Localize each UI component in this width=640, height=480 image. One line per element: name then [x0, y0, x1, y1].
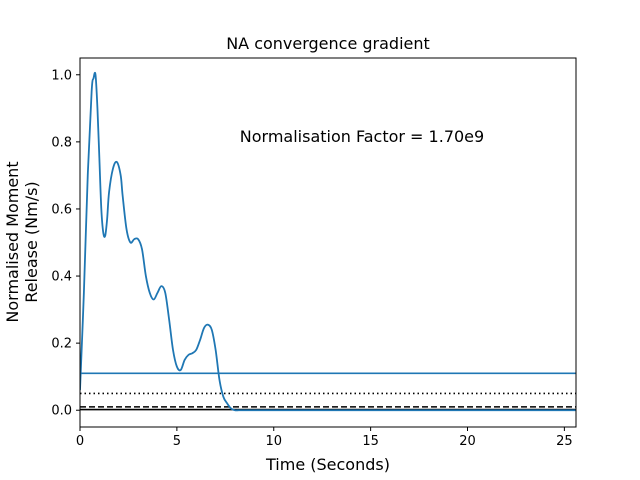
x-tick-label: 5: [173, 434, 181, 449]
y-axis-label-line-1: Normalised Moment: [3, 161, 22, 322]
chart-title: NA convergence gradient: [226, 34, 430, 53]
plot-area: [79, 57, 577, 428]
y-tick-label: 0.4: [51, 270, 72, 285]
x-tick-label: 10: [265, 434, 282, 449]
y-axis-ticks: 0.0 0.2 0.4 0.6 0.8 1.0: [51, 68, 80, 419]
plot-frame: [79, 57, 577, 428]
x-tick-label: 20: [459, 434, 476, 449]
normalisation-annotation: Normalisation Factor = 1.70e9: [240, 127, 484, 146]
series-layer: [80, 71, 576, 412]
series-line-0: [80, 71, 576, 412]
x-tick-label: 25: [556, 434, 573, 449]
y-tick-label: 0.8: [51, 135, 72, 150]
y-tick-label: 0.0: [51, 404, 72, 419]
y-tick-label: 1.0: [51, 68, 72, 83]
x-tick-label: 15: [362, 434, 379, 449]
y-axis-label-line-2: Release (Nm/s): [22, 181, 41, 302]
x-axis-label: Time (Seconds): [265, 455, 390, 474]
y-tick-label: 0.6: [51, 202, 72, 217]
x-tick-label: 0: [76, 434, 84, 449]
y-tick-label: 0.2: [51, 337, 72, 352]
x-axis-ticks: 0 5 10 15 20 25: [76, 427, 573, 449]
